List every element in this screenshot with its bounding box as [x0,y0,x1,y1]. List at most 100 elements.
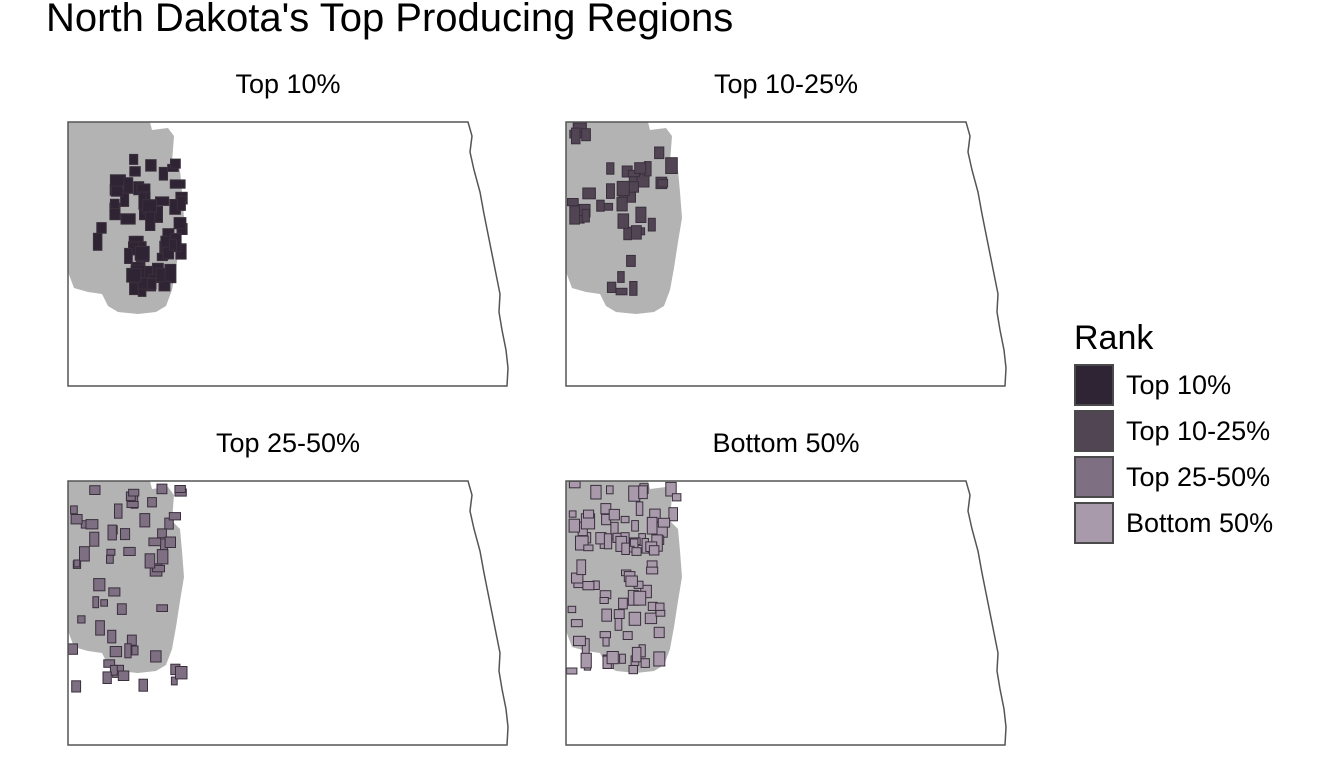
region-cell [92,596,100,609]
region-cell [655,609,666,617]
region-cell [600,503,612,515]
map-panel-bottom50 [565,480,1007,746]
region-cell [654,146,665,160]
region-cell [568,518,580,533]
region-cell [103,659,116,668]
region-cell [120,528,131,541]
region-cell [155,267,166,283]
region-cell [628,485,641,502]
region-cell [106,548,116,556]
state-outline [67,480,509,746]
region-cell [139,513,151,528]
panel-title-top10: Top 10% [235,69,341,99]
region-cell [109,198,120,210]
region-cell [145,159,157,172]
region-cell [147,497,157,508]
region-cell [156,549,169,565]
region-cell [124,643,132,659]
map-panel-top25_50 [67,480,509,746]
region-cell [169,238,178,251]
legend-swatch-top10 [1074,364,1114,406]
legend-item-bottom50: Bottom 50% [1074,500,1273,546]
region-cell [599,597,609,604]
region-cell [603,533,613,550]
region-cell [114,503,123,519]
region-cell [108,587,121,597]
region-cell [668,507,679,522]
region-cell [606,281,617,293]
region-cell [606,651,619,665]
region-cell [622,631,633,641]
region-cell [567,198,579,207]
region-cell [146,278,157,290]
legend-swatch-top25-50 [1074,456,1114,498]
region-cell [79,546,90,562]
region-cell [568,480,581,489]
region-cell [601,608,613,622]
region-cell [629,281,638,296]
region-cell [102,671,112,684]
region-cell [582,187,596,200]
region-cell [568,510,577,518]
region-cell [138,678,148,692]
region-cell [123,546,136,557]
region-cell [120,213,136,225]
region-cell [620,515,630,524]
region-cell [109,664,118,676]
region-cell [134,245,150,261]
region-cell [567,605,577,614]
region-cell [583,544,594,552]
panel-title-bottom50: Bottom 50% [712,428,860,458]
region-cell [657,517,671,528]
region-cell [152,564,165,573]
region-cell [631,520,639,532]
region-cell [89,485,101,495]
region-cell [635,206,647,223]
region-cell [70,514,83,525]
region-cell [596,199,605,212]
region-cell [571,127,581,145]
region-cell [606,183,615,199]
legend-swatch-bottom50 [1074,502,1114,544]
region-cell [573,635,586,647]
region-cell [581,208,590,223]
region-cell [646,516,658,535]
region-cell [129,166,141,177]
region-cell [170,158,181,169]
region-cell [617,213,630,229]
region-cell [621,542,630,555]
region-cell [85,519,99,530]
region-cell [626,254,636,267]
region-cell [665,481,677,497]
region-cell [126,267,142,283]
region-cell [73,559,81,568]
region-cell [176,195,186,211]
legend-label-top10-25: Top 10-25% [1126,415,1271,446]
legend-item-top10-25: Top 10-25% [1074,408,1273,454]
region-cell [158,166,169,181]
region-cell [566,667,578,675]
region-cell [633,590,647,606]
legend-label-bottom50: Bottom 50% [1126,507,1274,538]
region-cell [155,196,170,206]
legend-item-top25-50: Top 25-50% [1074,454,1273,500]
region-cell [582,581,595,591]
region-cell [638,485,648,500]
region-cell [570,619,583,628]
map-panel-top10 [67,121,509,387]
region-cell [599,631,611,639]
region-cell [93,578,106,592]
legend-label-top10: Top 10% [1126,369,1232,400]
region-cell [646,566,659,575]
region-cell [109,174,126,187]
state-outline [565,121,1007,387]
region-cell [628,665,638,675]
region-cell [615,287,628,296]
state-outline [67,121,509,387]
region-cell [665,157,678,175]
region-cell [164,536,176,548]
region-cell [164,263,177,284]
region-cell [617,271,625,283]
region-cell [117,670,130,681]
region-cell [67,643,78,655]
